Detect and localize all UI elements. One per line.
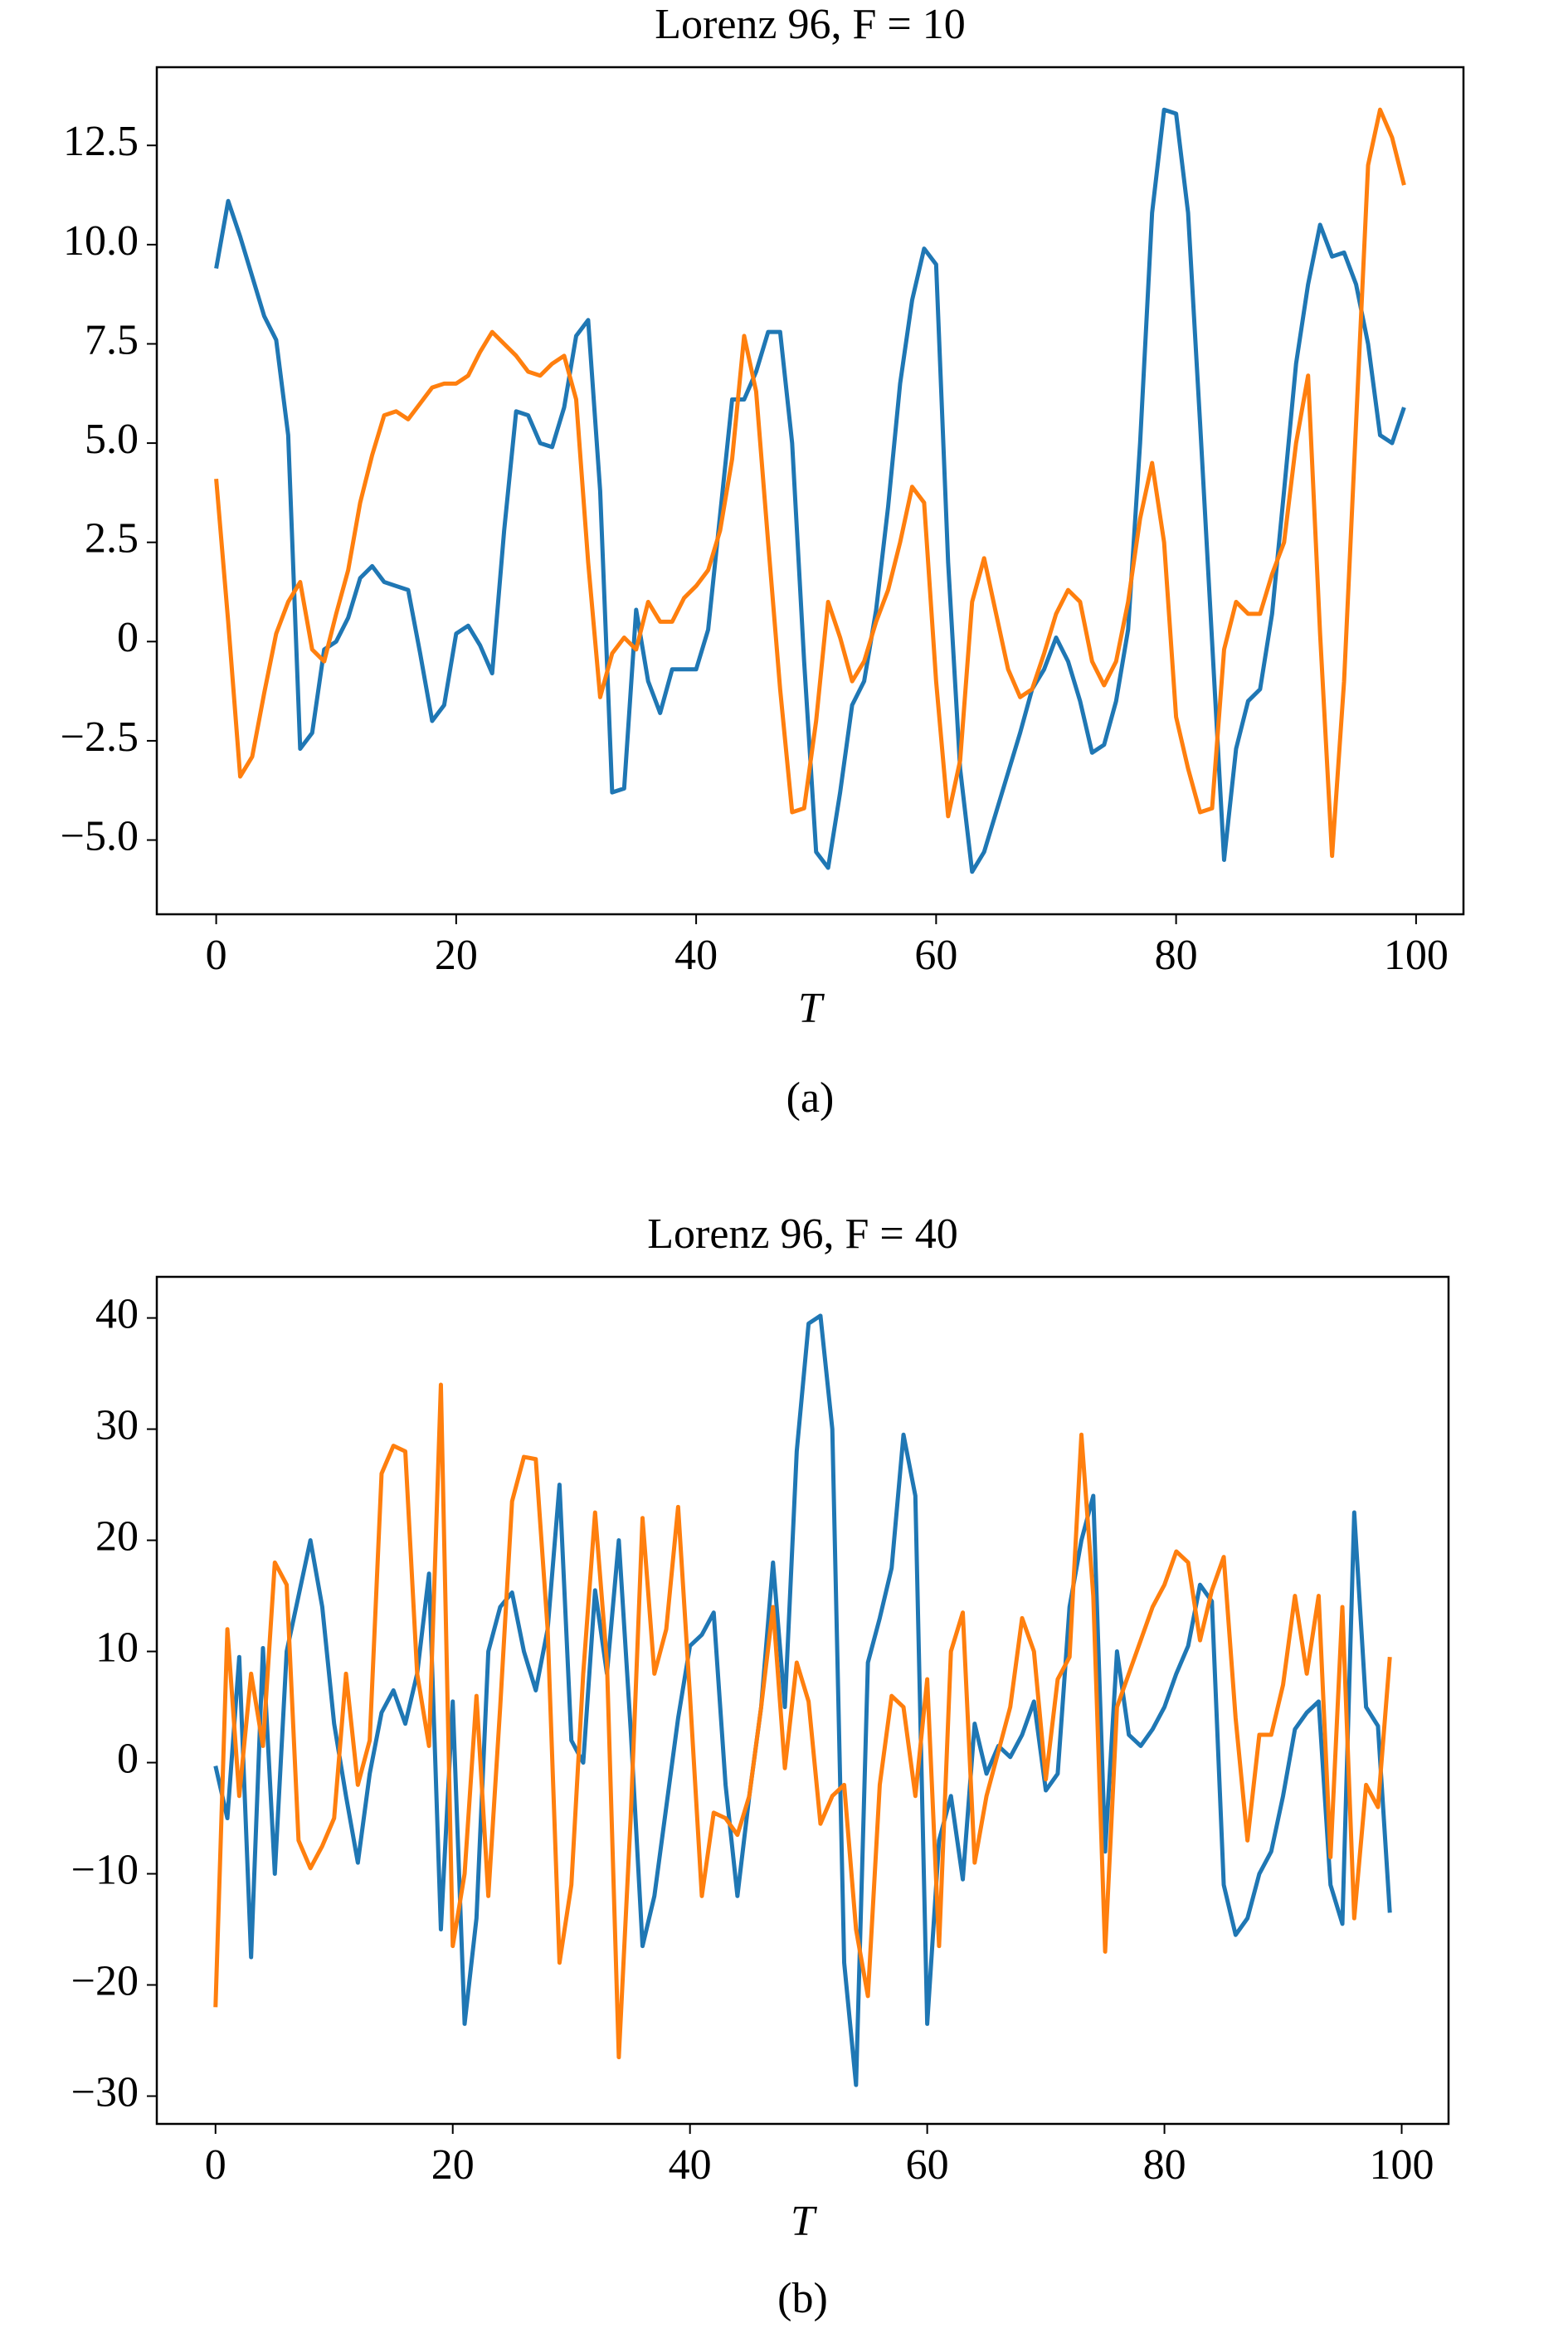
y-tick-label: 0 [117, 1735, 139, 1782]
y-tick-label: 2.5 [85, 515, 139, 563]
y-tick-label: −2.5 [61, 713, 139, 761]
chart-title: Lorenz 96, F = 10 [655, 1, 966, 48]
x-tick-label: 20 [435, 932, 478, 979]
y-tick-label: 10.0 [63, 217, 139, 265]
y-tick-label: −10 [71, 1846, 139, 1893]
x-axis-label: T [798, 985, 825, 1032]
plot-frame [155, 1275, 1450, 2126]
x-tick-label: 20 [431, 2141, 475, 2189]
y-tick-label: 40 [95, 1291, 139, 1338]
y-tick-label: 12.5 [63, 118, 139, 165]
y-tick-label: 7.5 [85, 316, 139, 363]
y-tick-label: −30 [71, 2068, 139, 2116]
line-series [213, 1313, 1392, 2087]
chart-title: Lorenz 96, F = 40 [647, 1210, 958, 1258]
caption: (a) [786, 1074, 835, 1122]
x-tick-label: 80 [1155, 932, 1198, 979]
y-tick-label: −20 [71, 1957, 139, 2004]
x-tick-label: 100 [1370, 2141, 1434, 2189]
line-series [213, 1382, 1392, 2060]
y-tick-label: 0 [117, 614, 139, 661]
y-tick-label: 20 [95, 1512, 139, 1560]
y-tick-label: 5.0 [85, 416, 139, 463]
x-tick-label: 60 [914, 932, 957, 979]
x-tick-label: 0 [205, 2141, 226, 2189]
x-tick-label: 40 [669, 2141, 712, 2189]
x-tick-label: 100 [1384, 932, 1449, 979]
plot-frame [155, 66, 1465, 916]
x-tick-label: 0 [206, 932, 227, 979]
y-tick-label: 10 [95, 1624, 139, 1671]
x-tick-label: 80 [1143, 2141, 1186, 2189]
y-tick-label: 30 [95, 1402, 139, 1449]
x-axis-label: T [791, 2198, 817, 2245]
line-series [214, 107, 1406, 859]
caption: (b) [777, 2275, 828, 2322]
x-tick-label: 60 [906, 2141, 949, 2189]
x-tick-label: 40 [674, 932, 718, 979]
y-tick-label: −5.0 [61, 812, 139, 860]
